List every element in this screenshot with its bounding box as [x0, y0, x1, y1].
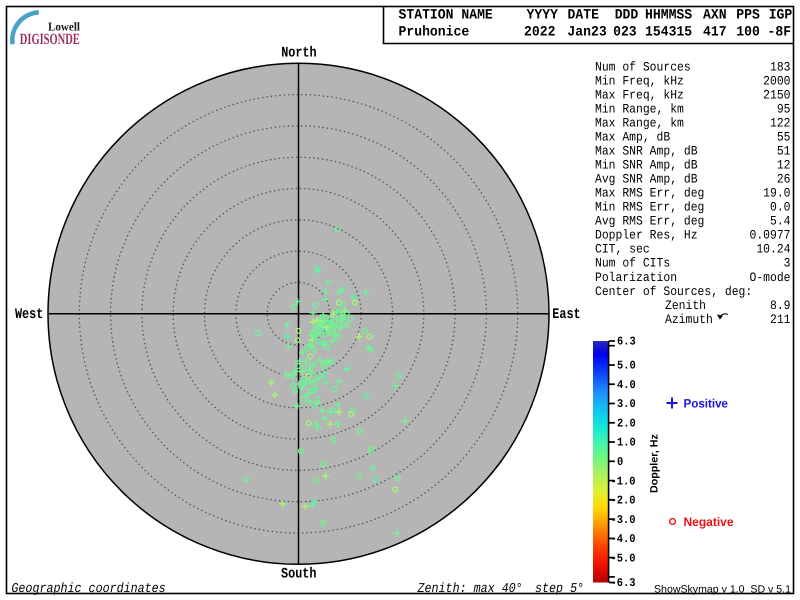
- svg-text:0: 0: [617, 456, 623, 470]
- svg-text:Polarization: Polarization: [595, 271, 677, 286]
- svg-text:Max Range, km: Max Range, km: [595, 116, 684, 131]
- svg-text:Pruhonice: Pruhonice: [399, 24, 470, 40]
- svg-text:ShowSkymap v 1.0 SD v 5.1: ShowSkymap v 1.0 SD v 5.1: [654, 583, 791, 595]
- svg-text:95: 95: [777, 103, 791, 117]
- svg-text:O-mode: O-mode: [749, 271, 790, 286]
- svg-text:5.0: 5.0: [617, 360, 636, 374]
- svg-text:Num of CITs: Num of CITs: [595, 257, 670, 272]
- svg-text:Doppler Res, Hz: Doppler Res, Hz: [595, 229, 698, 244]
- svg-text:1.0: 1.0: [617, 437, 636, 451]
- svg-text:4.0: 4.0: [617, 379, 636, 393]
- svg-text:DDD: DDD: [615, 7, 639, 23]
- svg-text:Zenith: max 40°: Zenith: max 40°: [417, 580, 523, 596]
- svg-text:417: 417: [703, 24, 727, 40]
- svg-text:Geographic coordinates: Geographic coordinates: [11, 580, 165, 596]
- svg-text:Center of Sources, deg:: Center of Sources, deg:: [595, 285, 752, 300]
- svg-text:10.24: 10.24: [756, 244, 790, 258]
- svg-text:-3.0: -3.0: [611, 514, 636, 528]
- svg-text:183: 183: [770, 61, 791, 75]
- svg-text:3.0: 3.0: [617, 398, 636, 412]
- svg-text:CIT, sec: CIT, sec: [595, 244, 650, 258]
- svg-text:South: South: [281, 565, 316, 582]
- svg-text:STATION NAME: STATION NAME: [399, 7, 493, 23]
- svg-text:AXN: AXN: [703, 7, 727, 23]
- svg-text:12: 12: [777, 160, 791, 174]
- svg-text:Azimuth: Azimuth: [665, 313, 713, 328]
- svg-text:step 5°: step 5°: [535, 580, 584, 596]
- svg-text:3: 3: [784, 258, 791, 272]
- svg-text:2150: 2150: [763, 89, 791, 103]
- svg-text:51: 51: [777, 146, 791, 160]
- svg-text:Jan23: Jan23: [567, 24, 606, 40]
- svg-text:154315: 154315: [645, 24, 692, 40]
- svg-text:-4.0: -4.0: [611, 533, 636, 547]
- svg-text:Min Freq, kHz: Min Freq, kHz: [595, 74, 684, 89]
- svg-text:2000: 2000: [763, 75, 791, 89]
- svg-text:Avg SNR Amp, dB: Avg SNR Amp, dB: [595, 172, 698, 187]
- svg-text:IGP: IGP: [769, 7, 793, 23]
- svg-text:Max SNR Amp, dB: Max SNR Amp, dB: [595, 144, 698, 159]
- svg-text:8.9: 8.9: [770, 300, 791, 314]
- svg-text:Negative: Negative: [684, 515, 734, 529]
- svg-text:5.4: 5.4: [770, 216, 791, 230]
- svg-text:211: 211: [770, 314, 791, 328]
- svg-text:2.0: 2.0: [617, 417, 636, 431]
- svg-text:North: North: [281, 44, 316, 61]
- svg-text:Num of Sources: Num of Sources: [595, 60, 691, 75]
- svg-text:-6.3: -6.3: [611, 577, 636, 591]
- svg-text:HHMMSS: HHMMSS: [645, 7, 692, 23]
- svg-text:0.0977: 0.0977: [749, 230, 790, 244]
- svg-text:-5.0: -5.0: [611, 552, 636, 566]
- svg-text:122: 122: [770, 117, 791, 130]
- svg-text:023: 023: [613, 24, 637, 40]
- svg-text:26: 26: [777, 174, 791, 188]
- svg-text:East: East: [552, 305, 580, 322]
- svg-text:Doppler, Hz: Doppler, Hz: [649, 434, 661, 493]
- svg-text:19.0: 19.0: [763, 188, 791, 202]
- svg-text:Max Freq, kHz: Max Freq, kHz: [595, 88, 684, 103]
- svg-text:Min RMS Err, deg: Min RMS Err, deg: [595, 200, 704, 215]
- svg-text:-1.0: -1.0: [611, 475, 636, 489]
- svg-text:DIGISONDE: DIGISONDE: [20, 30, 80, 48]
- svg-text:PPS: PPS: [736, 7, 760, 23]
- svg-text:Positive: Positive: [684, 397, 729, 411]
- svg-text:Avg RMS Err, deg: Avg RMS Err, deg: [595, 214, 704, 229]
- svg-text:Lowell: Lowell: [48, 19, 81, 33]
- svg-text:Max RMS Err, deg: Max RMS Err, deg: [595, 186, 704, 201]
- svg-text:-2.0: -2.0: [611, 494, 636, 508]
- svg-text:YYYY: YYYY: [527, 7, 559, 23]
- svg-text:100: 100: [736, 24, 760, 40]
- svg-text:6.3: 6.3: [617, 336, 636, 350]
- svg-text:2022: 2022: [524, 24, 556, 40]
- svg-text:55: 55: [777, 131, 791, 145]
- svg-text:0.0: 0.0: [770, 202, 791, 216]
- svg-text:Min Range, km: Min Range, km: [595, 102, 684, 117]
- svg-text:West: West: [15, 305, 43, 322]
- svg-text:DATE: DATE: [568, 7, 600, 23]
- svg-text:Zenith: Zenith: [665, 299, 706, 314]
- svg-text:Min SNR Amp, dB: Min SNR Amp, dB: [595, 158, 698, 173]
- svg-text:-8F: -8F: [768, 24, 792, 40]
- svg-text:Max Amp, dB: Max Amp, dB: [595, 130, 670, 145]
